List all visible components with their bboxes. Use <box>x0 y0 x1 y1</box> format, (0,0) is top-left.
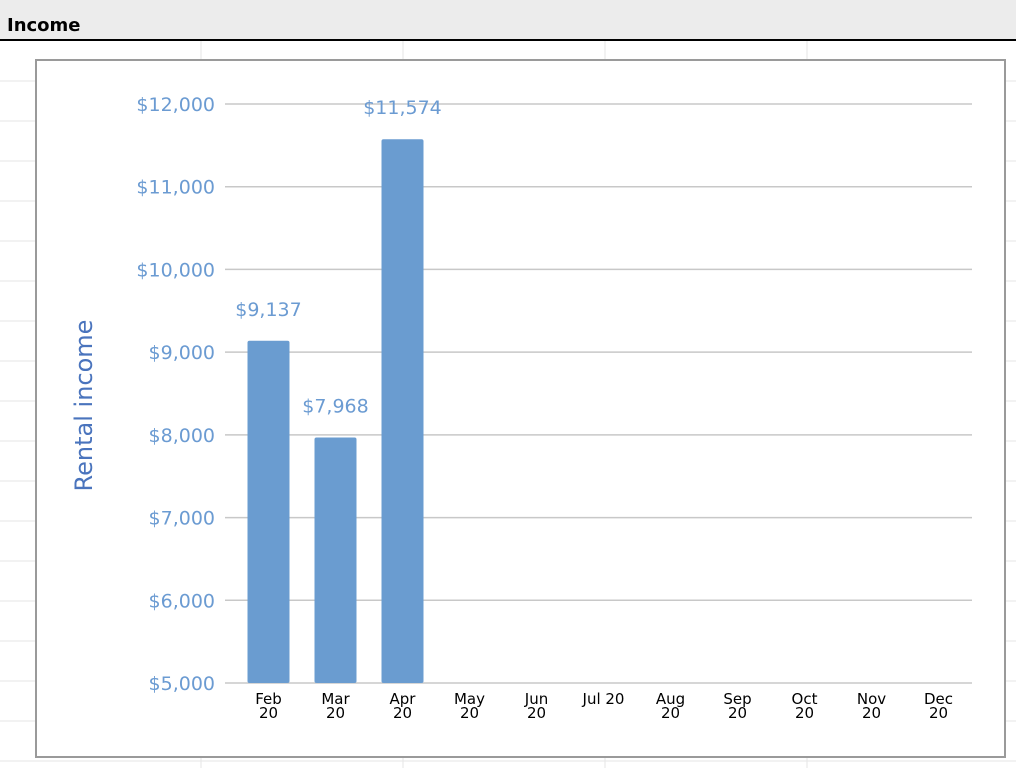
x-tick-label: 20 <box>661 704 680 722</box>
bar-mar-20 <box>314 437 357 683</box>
x-tick-label: 20 <box>929 704 948 722</box>
y-tick-label: $10,000 <box>136 259 215 281</box>
x-tick-label: 20 <box>728 704 747 722</box>
x-tick-label: 20 <box>259 704 278 722</box>
chart-frame[interactable]: $5,000 $6,000 $7,000 $8,000 $9,000 $10,000 $11… <box>35 59 1006 758</box>
x-tick-label: 20 <box>862 704 881 722</box>
y-tick-label: $9,000 <box>149 342 215 364</box>
x-tick-label: Oct <box>792 690 818 708</box>
y-tick-label: $6,000 <box>149 590 215 612</box>
y-tick-label: $11,000 <box>136 177 215 199</box>
y-tick-label: $7,000 <box>149 508 215 530</box>
y-axis-label: Rental income <box>70 320 98 492</box>
y-tick-label: $5,000 <box>149 673 215 695</box>
x-tick-label: Sep <box>723 690 751 708</box>
sheet-title: Income <box>7 15 81 36</box>
y-tick-label: $12,000 <box>136 94 215 116</box>
x-tick-label: 20 <box>326 704 345 722</box>
x-tick-label: Dec <box>924 690 953 708</box>
x-tick-label: Feb <box>255 690 282 708</box>
y-tick-label: $8,000 <box>149 425 215 447</box>
data-label: $11,574 <box>363 97 442 119</box>
income-bar-chart: $5,000 $6,000 $7,000 $8,000 $9,000 $10,000 $11… <box>70 94 972 722</box>
x-tick-label: 20 <box>393 704 412 722</box>
x-tick-label: 20 <box>460 704 479 722</box>
x-tick-label: Mar <box>321 690 350 708</box>
x-tick-label: 20 <box>527 704 546 722</box>
x-tick-label: 20 <box>795 704 814 722</box>
x-tick-label: Nov <box>857 690 886 708</box>
x-tick-label: Jun <box>524 690 548 708</box>
bar-feb-20 <box>247 340 290 683</box>
data-label: $9,137 <box>235 299 301 321</box>
x-tick-label: May <box>454 690 485 708</box>
x-tick-label: Jul 20 <box>582 690 625 708</box>
bar-apr-20 <box>381 139 424 684</box>
data-label: $7,968 <box>302 396 368 418</box>
x-tick-label: Aug <box>656 690 685 708</box>
x-tick-label: Apr <box>390 690 417 708</box>
sheet-header: Income <box>0 0 1016 41</box>
